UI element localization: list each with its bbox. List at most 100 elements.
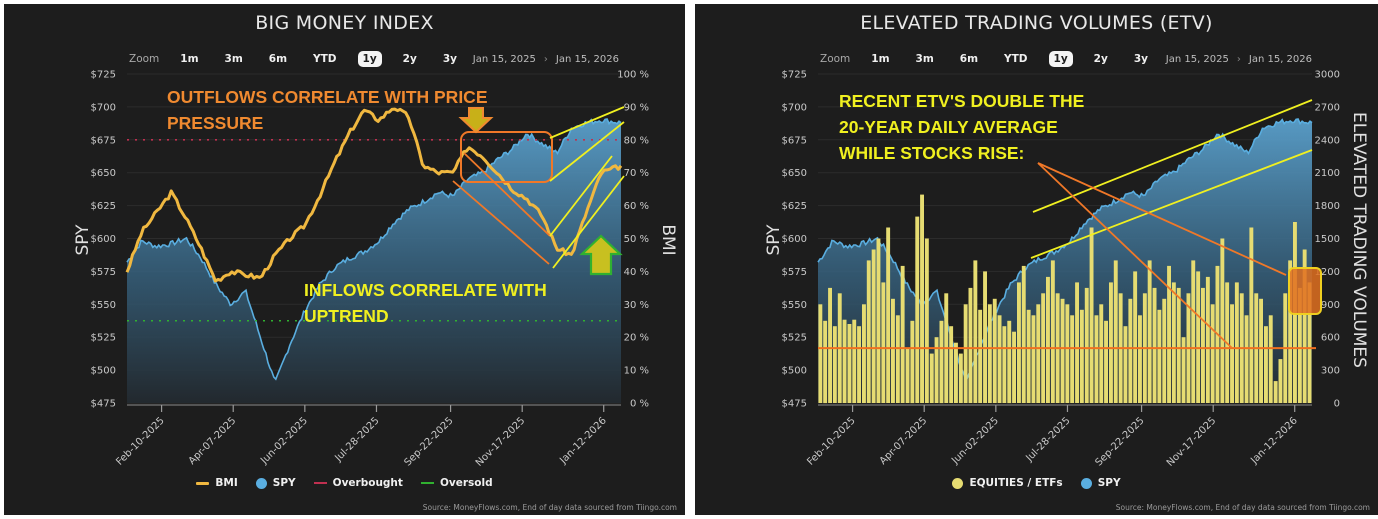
legend-label: Overbought — [332, 477, 403, 489]
chart-title: ELEVATED TRADING VOLUMES (ETV) — [860, 12, 1213, 34]
legend-item-overbought[interactable]: Overbought — [313, 477, 403, 489]
y-axis-right-tick: 100 % — [617, 70, 649, 81]
volume-bar — [1060, 298, 1065, 403]
volume-bar — [1138, 315, 1142, 403]
y-axis-right-tick: 600 — [1321, 333, 1340, 344]
volume-bar — [1264, 326, 1268, 403]
y-axis-left-tick: $650 — [91, 168, 116, 179]
volume-bar — [876, 238, 881, 403]
annotation-inflows: UPTREND — [304, 306, 389, 326]
y-axis-left-tick: $550 — [782, 300, 807, 311]
volume-bar — [997, 315, 1002, 403]
annotation-inflows: INFLOWS CORRELATE WITH — [304, 280, 547, 300]
volume-bar — [924, 238, 929, 403]
spy-area — [127, 119, 621, 403]
y-axis-left-tick: $600 — [91, 234, 116, 245]
volume-bar — [828, 287, 832, 403]
date-from-input[interactable]: Jan 15, 2025 — [1165, 54, 1229, 65]
legend-item-spy[interactable]: SPY — [255, 477, 296, 489]
volume-bar — [1152, 287, 1157, 403]
zoom-1y-button[interactable]: 1y — [1048, 51, 1073, 67]
volume-bar — [1249, 227, 1254, 403]
spy-line — [817, 118, 1313, 381]
trend-line — [549, 121, 625, 182]
x-axis-tick: Jul-28-2025 — [332, 415, 381, 464]
zoom-label: Zoom — [129, 53, 160, 65]
volume-bar — [847, 324, 852, 403]
volume-bar — [958, 353, 963, 403]
volume-bar — [1123, 326, 1128, 403]
legend-label: Oversold — [439, 477, 493, 489]
trend-line — [549, 106, 625, 139]
date-to-input[interactable]: Jan 15, 2026 — [555, 54, 619, 65]
volume-bar — [920, 194, 924, 403]
legend-item-oversold[interactable]: Oversold — [420, 477, 493, 489]
zoom-1m-button[interactable]: 1m — [180, 53, 199, 65]
y-axis-left-tick: $525 — [782, 333, 807, 344]
legend-label: BMI — [215, 477, 238, 489]
y-axis-right-tick: 2100 — [1315, 168, 1340, 179]
volume-bar — [886, 227, 891, 403]
x-axis-tick: Sep-22-2025 — [402, 415, 455, 468]
zoom-1m-button[interactable]: 1m — [871, 53, 890, 65]
volume-bar — [1297, 287, 1302, 403]
date-from-input[interactable]: Jan 15, 2025 — [472, 54, 536, 65]
volume-bar — [1089, 227, 1094, 403]
zoom-ytd-button[interactable]: YTD — [313, 53, 337, 65]
volume-bar — [987, 304, 992, 403]
pointer-line — [1037, 162, 1233, 349]
zoom-3y-button[interactable]: 3y — [1133, 53, 1148, 65]
volume-bar — [1050, 260, 1055, 403]
volume-bar — [983, 271, 987, 403]
down-arrow-icon — [458, 107, 494, 134]
y-axis-right-tick: 3000 — [1315, 70, 1340, 81]
bmi-chart-plot[interactable]: $725 100 % $700 90 % $675 80 % $650 70 % $625 60 … — [4, 4, 685, 515]
trend-line — [452, 180, 550, 265]
zoom-2y-button[interactable]: 2y — [402, 53, 417, 65]
source-credit: Source: MoneyFlows.com, End of day data … — [422, 503, 677, 512]
annotation-etv: 20-YEAR DAILY AVERAGE — [839, 117, 1058, 137]
volume-bar — [1176, 287, 1181, 403]
etv-chart-plot[interactable]: $725 3000$700 2700$675 2400$650 2100$625 1800… — [695, 4, 1378, 515]
y-axis-right-tick: 90 % — [624, 102, 649, 113]
x-axis-tick: Nov-17-2025 — [474, 415, 527, 468]
y-axis-left-title: SPY — [764, 224, 784, 256]
trend-line — [1030, 149, 1313, 259]
zoom-6m-button[interactable]: 6m — [959, 53, 979, 65]
y-axis-right-tick: 1200 — [1315, 267, 1340, 278]
volume-bar — [1007, 320, 1012, 404]
legend-item-bmi[interactable]: BMI — [196, 477, 238, 489]
zoom-3m-button[interactable]: 3m — [224, 53, 243, 65]
y-axis-left-tick: $675 — [91, 135, 116, 146]
zoom-2y-button[interactable]: 2y — [1093, 53, 1108, 65]
volume-bar — [900, 265, 905, 403]
volume-bar — [1070, 315, 1075, 403]
zoom-3m-button[interactable]: 3m — [915, 53, 934, 65]
date-to-input[interactable]: Jan 15, 2026 — [1248, 54, 1312, 65]
volume-bar — [939, 320, 944, 404]
y-axis-left-tick: $550 — [91, 300, 116, 311]
highlight-box — [460, 131, 553, 183]
pointer-line — [1037, 162, 1287, 276]
zoom-1y-button[interactable]: 1y — [357, 51, 382, 67]
x-axis-tick: Jan-12-2026 — [1248, 415, 1299, 466]
zoom-3y-button[interactable]: 3y — [442, 53, 457, 65]
volume-bar — [1162, 298, 1167, 403]
legend-swatch-icon — [1080, 477, 1092, 489]
legend-swatch-icon — [420, 482, 434, 484]
volume-bar — [1128, 298, 1133, 403]
y-axis-left-tick: $725 — [782, 70, 807, 81]
volume-bar — [992, 298, 997, 403]
volume-bar — [1084, 287, 1089, 403]
legend-item-equities-etfs[interactable]: EQUITIES / ETFs — [952, 477, 1063, 489]
volume-bar — [1002, 326, 1007, 403]
y-axis-left-tick: $675 — [782, 135, 807, 146]
trend-line — [552, 175, 625, 269]
zoom-6m-button[interactable]: 6m — [268, 53, 288, 65]
volume-bar — [963, 304, 968, 403]
legend-item-spy[interactable]: SPY — [1080, 477, 1121, 489]
y-axis-right-tick: 70 % — [624, 168, 649, 179]
y-axis-left-tick: $625 — [782, 201, 807, 212]
legend-swatch-icon — [196, 481, 210, 485]
zoom-ytd-button[interactable]: YTD — [1004, 53, 1028, 65]
